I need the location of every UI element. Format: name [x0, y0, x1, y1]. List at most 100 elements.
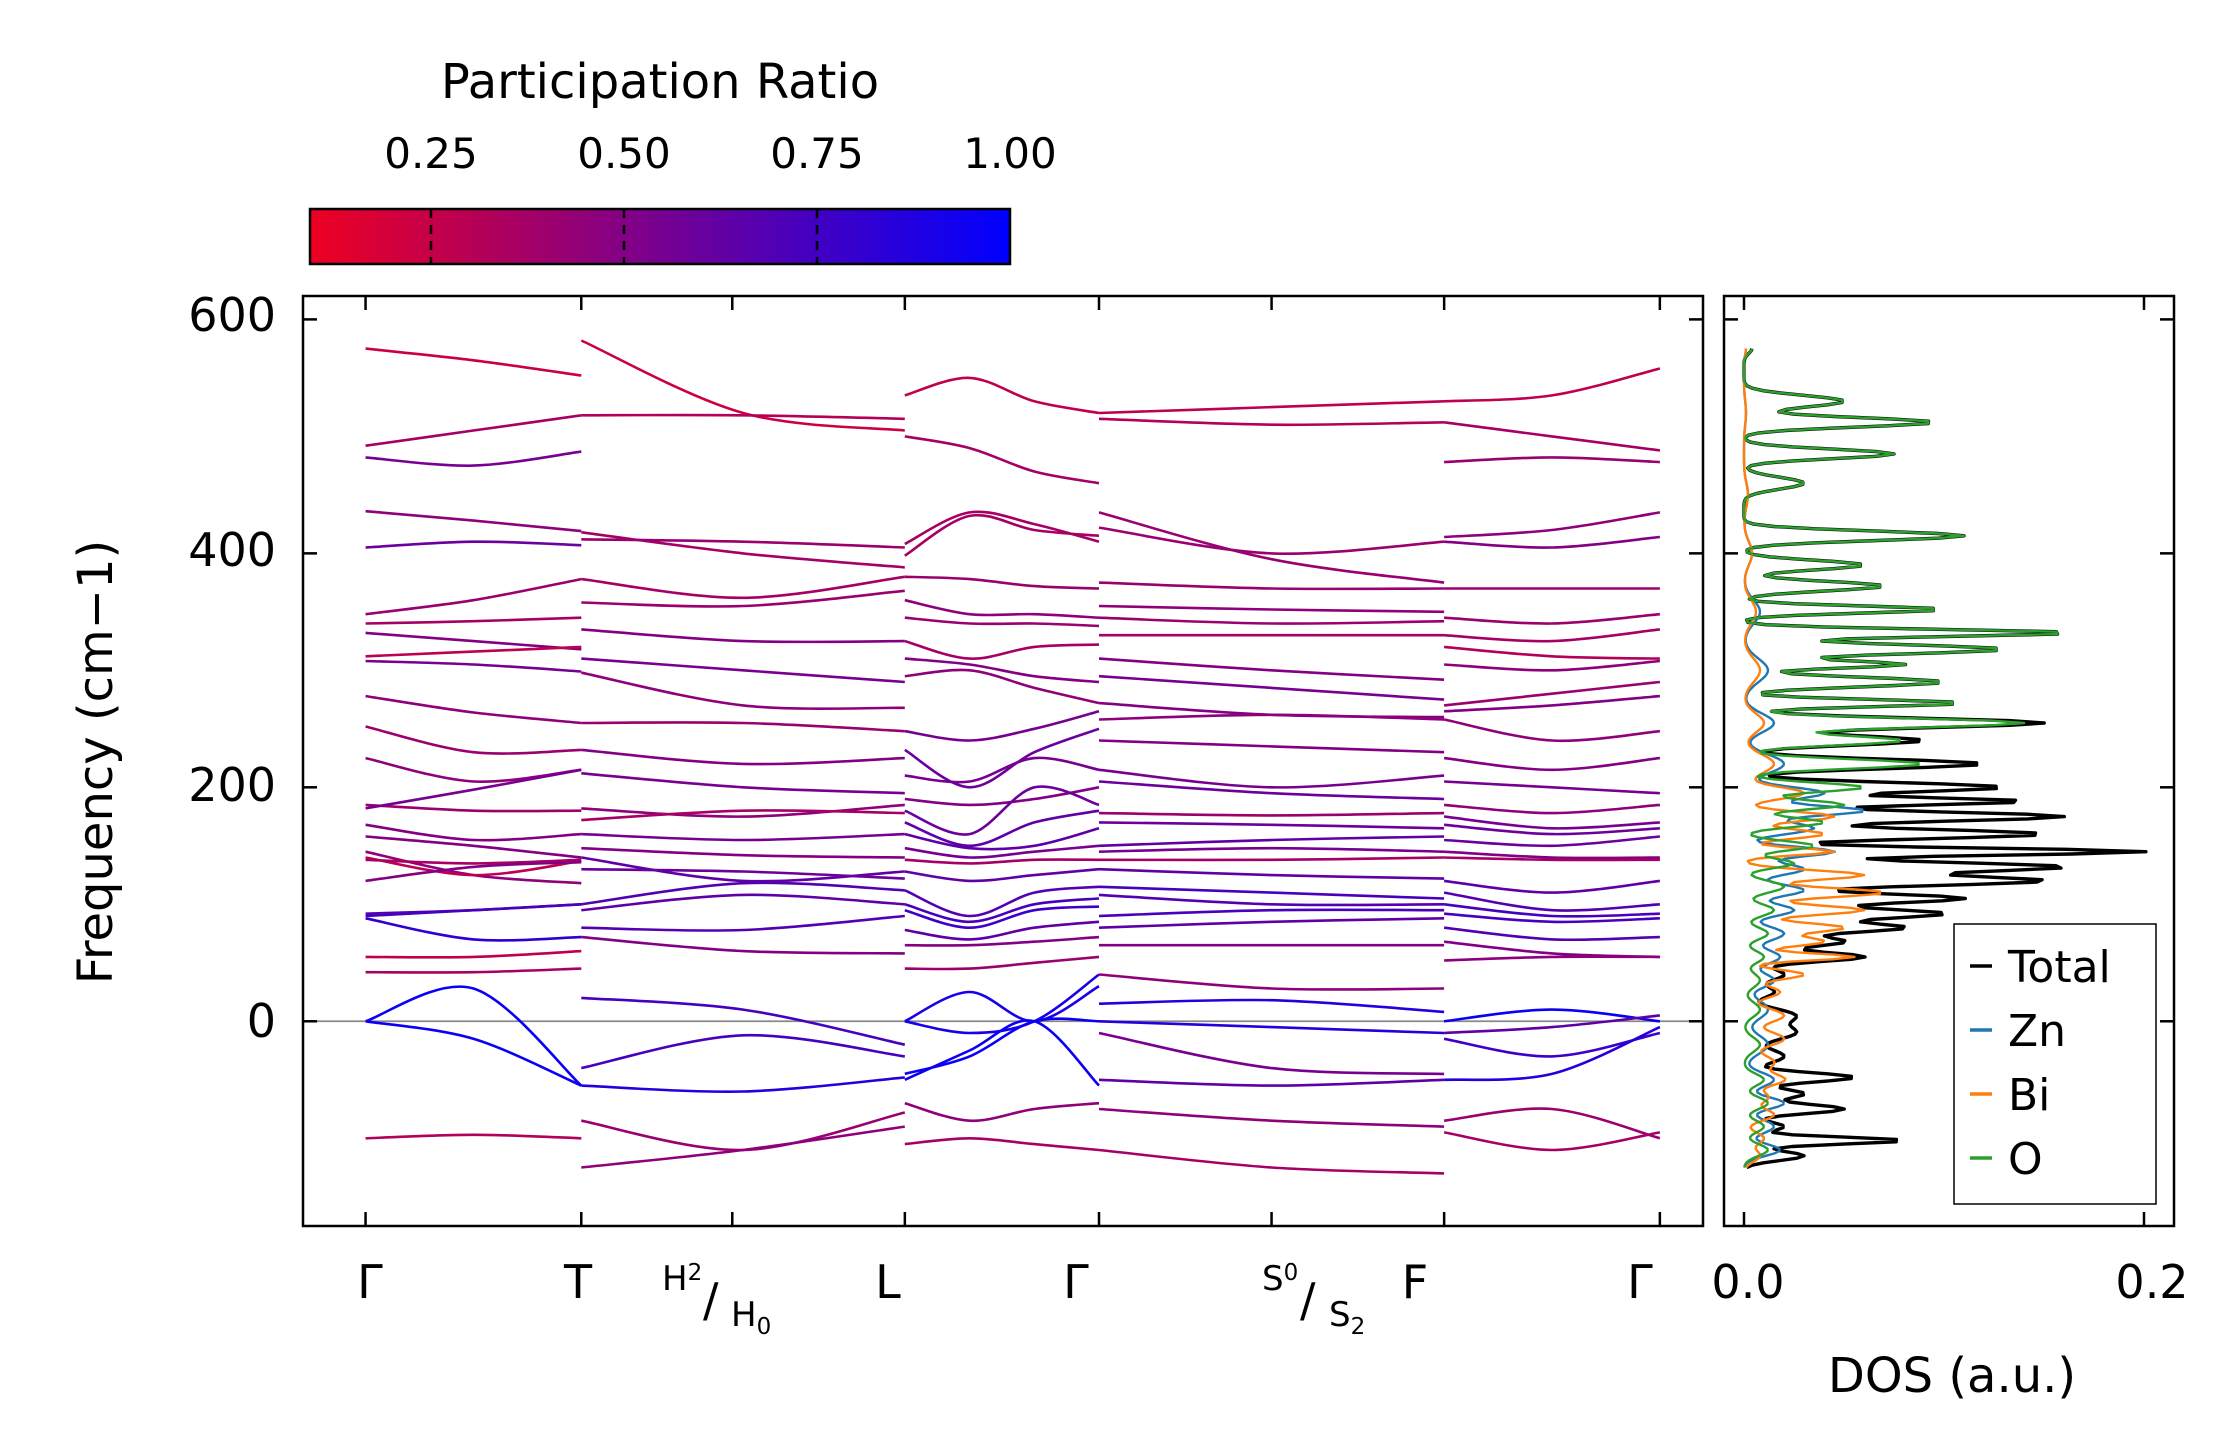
phonon-band [581, 721, 905, 733]
phonon-band [581, 413, 905, 421]
phonon-band [365, 823, 582, 842]
plot-frame [301, 294, 1705, 1228]
kpoint-slash: / [1300, 1273, 1316, 1327]
phonon-band [581, 881, 905, 906]
y-tick-label: 600 [188, 288, 276, 342]
phonon-band [1443, 903, 1660, 918]
phonon-band [581, 628, 905, 644]
phonon-band [1443, 940, 1660, 959]
phonon-band [581, 657, 905, 684]
phonon-band [1098, 908, 1445, 918]
phonon-band [904, 435, 1100, 485]
phonon-band [1098, 417, 1445, 427]
phonon-band [904, 955, 1100, 971]
dos-axes [1722, 294, 2176, 1228]
phonon-band [1098, 885, 1445, 900]
phonon-band [1444, 850, 1660, 860]
phonon-band [581, 803, 905, 818]
phonon-band [904, 1019, 1100, 1087]
phonon-band [1098, 917, 1445, 929]
kpoint-h-top-sub: 2 [688, 1260, 703, 1286]
phonon-band [1098, 835, 1445, 848]
phonon-band [1443, 891, 1660, 912]
colorbar-tick-label: 0.50 [577, 129, 671, 178]
kpoint-label-gamma: Γ [1627, 1255, 1653, 1309]
phonon-band [581, 935, 905, 955]
dos-panel: 0.0 0.2 DOS (a.u.) Total Zn Bi O [1711, 294, 2189, 1404]
phonon-band [904, 858, 1100, 865]
legend-item-bi: Bi [1970, 1070, 2050, 1121]
colorbar-tick-label: 0.25 [384, 129, 478, 178]
legend-label: Zn [2008, 1006, 2066, 1057]
dos-series-o [1742, 348, 2059, 1168]
phonon-band [1098, 998, 1445, 1014]
phonon-band [1098, 581, 1445, 591]
phonon-band [1098, 604, 1445, 614]
phonon-band [581, 1111, 906, 1152]
dispersion-axes [301, 294, 1705, 1228]
phonon-band [581, 856, 905, 883]
colorbar-tick-label: 1.00 [963, 129, 1057, 178]
kpoint-h-bot: H [731, 1295, 757, 1335]
phonon-band [1443, 815, 1660, 830]
phonon-band [581, 575, 905, 600]
phonon-band [1444, 1025, 1661, 1082]
phonon-band [1443, 823, 1660, 836]
phonon-band [1444, 955, 1660, 962]
phonon-band [365, 659, 582, 673]
phonon-band [904, 935, 1100, 947]
kpoint-label-h2-h0: H2 / H0 [662, 1259, 771, 1340]
phonon-band [1443, 1031, 1661, 1058]
kpoint-s-top: S [1262, 1259, 1284, 1299]
phonon-band [581, 996, 906, 1046]
svg-text:S0: S0 [1262, 1259, 1298, 1299]
phonon-band [904, 510, 1100, 546]
phonon-band [904, 575, 1100, 590]
phonon-band [365, 694, 582, 725]
phonon-band [1444, 780, 1660, 795]
phonon-band [365, 645, 582, 658]
phonon-band [365, 903, 582, 918]
phonon-band [1098, 893, 1445, 907]
phonon-band [1444, 803, 1660, 815]
svg-text:S2: S2 [1329, 1295, 1365, 1340]
y-tick-labels: 0 200 400 600 [188, 288, 276, 1048]
phonon-band [365, 725, 582, 755]
kpoint-label-f: F [1402, 1255, 1428, 1309]
phonon-band [1443, 756, 1661, 772]
phonon-band [581, 748, 905, 766]
phonon-band [1098, 526, 1445, 555]
phonon-band [365, 577, 582, 616]
phonon-band [581, 589, 905, 608]
phonon-band [904, 616, 1100, 628]
phonon-band [904, 639, 1100, 660]
phonon-band [1098, 856, 1445, 862]
phonon-band [365, 967, 582, 974]
legend: Total Zn Bi O [1953, 923, 2157, 1205]
phonon-band [904, 513, 1100, 557]
phonon-band [365, 1020, 582, 1087]
phonon-band [1443, 718, 1661, 743]
phonon-band [904, 867, 1100, 883]
phonon-band [365, 450, 582, 467]
phonon-band [904, 897, 1100, 924]
phonon-band [1443, 926, 1660, 942]
legend-label: Total [2007, 942, 2111, 993]
phonon-band [365, 949, 582, 959]
dos-frame [1722, 294, 2176, 1228]
phonon-band [904, 710, 1100, 742]
phonon-band [365, 414, 582, 447]
phonon-band [1443, 680, 1661, 707]
phonon-band [1098, 768, 1445, 789]
phonon-band [904, 756, 1100, 784]
kpoint-h-top: H [662, 1259, 688, 1299]
phonon-band [365, 756, 582, 783]
phonon-band [365, 803, 582, 813]
phonon-band [581, 867, 905, 880]
phonon-band [904, 844, 1100, 859]
phonon-band [1098, 1020, 1445, 1035]
kpoint-label-gamma: Γ [1063, 1255, 1089, 1309]
phonon-band [1444, 912, 1660, 924]
phonon-band [1098, 1148, 1445, 1175]
